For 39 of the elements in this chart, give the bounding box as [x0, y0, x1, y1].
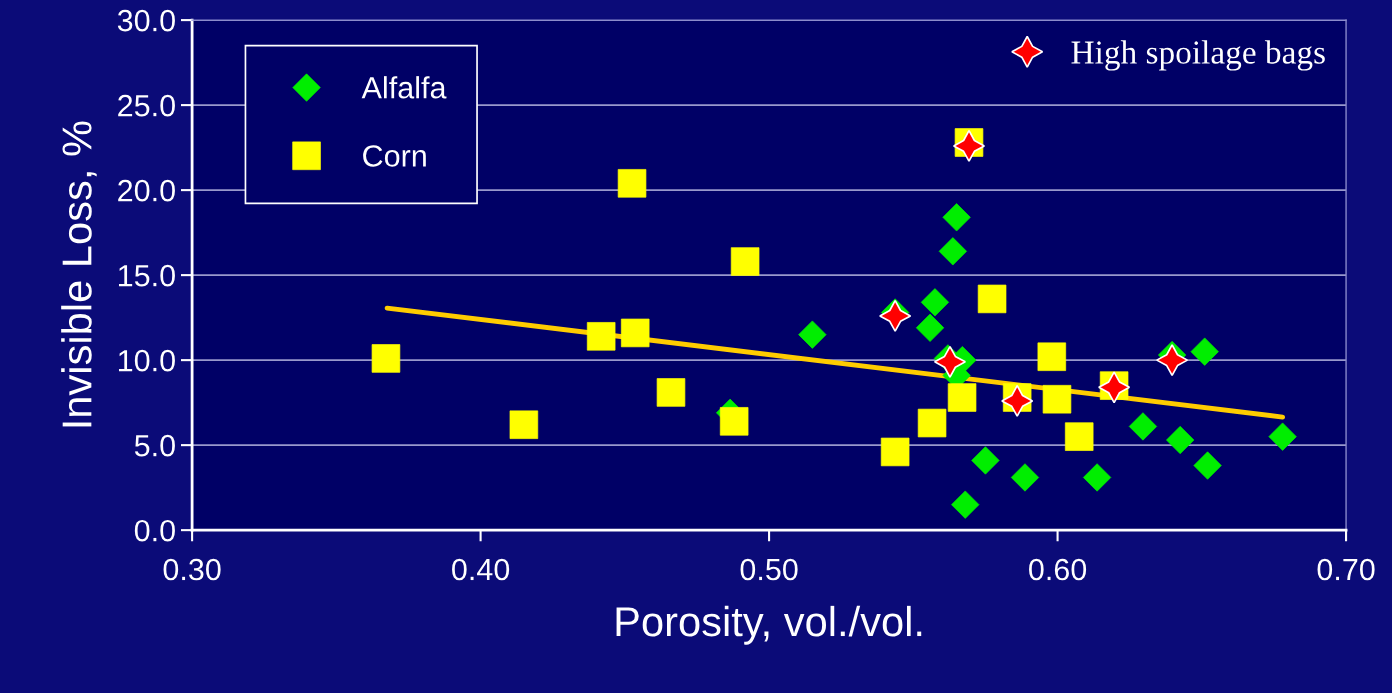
point [952, 129, 986, 163]
point [971, 446, 1000, 475]
point [798, 320, 827, 349]
legend-label: Corn [363, 145, 426, 167]
legend-label: High spoilage bags [1071, 40, 1325, 71]
point [1001, 384, 1034, 418]
x-tick-label: 0.40 [452, 558, 510, 581]
point [719, 407, 749, 436]
x-tick-label: 0.50 [740, 558, 798, 581]
y-tick-label: 10.0 [118, 349, 175, 372]
point [1064, 422, 1094, 451]
y-tick-label: 5.0 [134, 434, 175, 457]
y-tick-label: 25.0 [118, 94, 175, 117]
x-tick-label: 0.70 [1317, 558, 1375, 581]
x-tick-label: 0.30 [163, 558, 221, 581]
point [1083, 463, 1112, 492]
point [879, 299, 912, 333]
point [915, 313, 945, 342]
point [951, 490, 980, 519]
y-tick-label: 0.0 [134, 519, 175, 542]
point [920, 288, 950, 317]
point [730, 247, 760, 276]
y-tick-label: 30.0 [117, 9, 175, 32]
y-tick-label: 20.0 [118, 179, 175, 202]
x-tick-label: 0.60 [1029, 558, 1087, 581]
legend-label: Alfalfa [361, 76, 447, 99]
point [617, 169, 647, 198]
y-axis-title: Invisible Loss, % [61, 121, 97, 427]
point [1155, 344, 1189, 377]
point [917, 408, 947, 438]
point [509, 410, 539, 439]
point [1037, 342, 1067, 371]
y-tick-label: 15.0 [118, 264, 175, 287]
point [1193, 451, 1222, 480]
x-axis-title: Porosity, vol./vol. [616, 605, 922, 645]
point [1166, 425, 1195, 455]
point [1010, 463, 1040, 492]
point [586, 322, 616, 351]
point [1268, 422, 1297, 451]
